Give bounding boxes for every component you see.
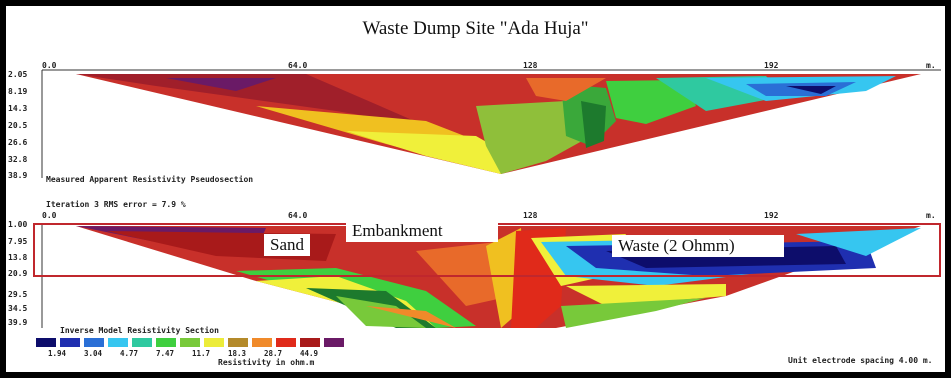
- colorbar-swatch: [324, 338, 344, 347]
- y-tick-top-4: 26.6: [8, 138, 28, 147]
- colorbar-swatch: [108, 338, 128, 347]
- y-tick-bottom-0: 1.00: [8, 220, 28, 229]
- x-tick-top-1: 64.0: [288, 61, 308, 70]
- colorbar-value-label: 7.47: [155, 349, 175, 358]
- x-tick-bottom-1: 64.0: [288, 211, 308, 220]
- colorbar-value-label: 11.7: [191, 349, 211, 358]
- y-tick-bottom-5: 34.5: [8, 304, 28, 313]
- colorbar-swatch: [84, 338, 104, 347]
- colorbar-swatch: [228, 338, 248, 347]
- colorbar-value-label: 18.3: [227, 349, 247, 358]
- x-tick-bottom-3: 192: [764, 211, 779, 220]
- iteration-rms-label: Iteration 3 RMS error = 7.9 %: [46, 200, 186, 209]
- x-tick-bottom-4: m.: [926, 211, 936, 220]
- figure-title: Waste Dump Site "Ada Huja": [362, 18, 589, 39]
- sand-label: Sand: [264, 234, 310, 256]
- colorbar-swatch: [276, 338, 296, 347]
- y-tick-top-0: 2.05: [8, 70, 28, 79]
- pseudosection-graphics: [33, 69, 941, 328]
- y-tick-bottom-3: 20.9: [8, 269, 28, 278]
- top-section-caption: Measured Apparent Resistivity Pseudosect…: [46, 175, 254, 184]
- colorbar-swatch: [36, 338, 56, 347]
- electrode-spacing-label: Unit electrode spacing 4.00 m.: [788, 356, 933, 365]
- y-tick-bottom-1: 7.95: [8, 237, 28, 246]
- colorbar-swatch: [180, 338, 200, 347]
- waste-label: Waste (2 Ohmm): [612, 235, 784, 257]
- colorbar-swatch: [252, 338, 272, 347]
- colorbar-swatch: [300, 338, 320, 347]
- figure-canvas: Waste Dump Site "Ada Huja" 0.0 64.0 128 …: [6, 6, 945, 372]
- x-tick-bottom-0: 0.0: [42, 211, 57, 220]
- y-tick-bottom-2: 13.8: [8, 253, 28, 262]
- colorbar-value-label: 28.7: [263, 349, 283, 358]
- y-tick-top-2: 14.3: [8, 104, 28, 113]
- y-tick-top-1: 8.19: [8, 87, 28, 96]
- embankment-label: Embankment: [346, 220, 498, 242]
- x-tick-top-3: 192: [764, 61, 779, 70]
- colorbar-label: Resistivity in ohm.m: [218, 358, 315, 367]
- x-tick-top-4: m.: [926, 61, 936, 70]
- colorbar-value-label: 4.77: [119, 349, 139, 358]
- y-tick-bottom-4: 29.5: [8, 290, 28, 299]
- colorbar-swatch: [132, 338, 152, 347]
- top-pseudosection: [76, 74, 921, 174]
- colorbar-value-label: 3.04: [83, 349, 103, 358]
- y-tick-top-3: 20.5: [8, 121, 28, 130]
- y-tick-bottom-6: 39.9: [8, 318, 28, 327]
- x-tick-top-2: 128: [523, 61, 538, 70]
- y-tick-top-5: 32.8: [8, 155, 28, 164]
- x-tick-bottom-2: 128: [523, 211, 538, 220]
- colorbar-value-label: 44.9: [299, 349, 319, 358]
- colorbar-value-label: 1.94: [47, 349, 67, 358]
- colorbar-swatch: [60, 338, 80, 347]
- colorbar-swatch: [156, 338, 176, 347]
- colorbar-swatch: [204, 338, 224, 347]
- y-tick-top-6: 38.9: [8, 171, 28, 180]
- x-tick-top-0: 0.0: [42, 61, 57, 70]
- bottom-section-caption: Inverse Model Resistivity Section: [60, 326, 219, 335]
